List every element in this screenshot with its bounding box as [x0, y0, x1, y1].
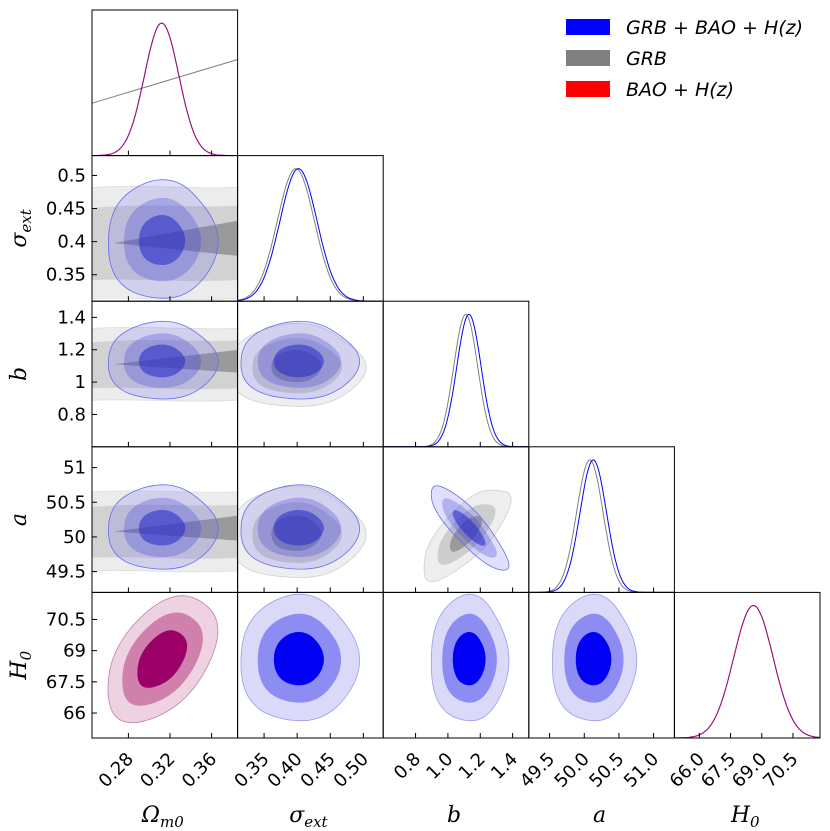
y-tick-label: 50.5: [46, 492, 86, 513]
x-tick-label: 0.28: [95, 749, 138, 792]
marginal-grb-a: [528, 459, 675, 593]
marginal-combined-Om: [92, 22, 238, 156]
y-axis-title: σext: [7, 208, 35, 247]
y-axis-title: H0: [7, 650, 35, 680]
y-tick-label: 69: [63, 641, 86, 662]
contour-1sigma-combined: [452, 510, 486, 546]
y-tick-label: 0.5: [57, 165, 86, 186]
x-tick-label: 0.36: [178, 749, 221, 792]
panel-frame: [673, 591, 821, 739]
contour-1sigma-combined: [138, 509, 186, 546]
y-tick-label: 51: [63, 458, 86, 479]
x-axis-title: a: [593, 803, 606, 828]
x-axis-title: b: [447, 803, 461, 828]
x-tick-label: 1.2: [455, 749, 490, 784]
y-tick-label: 1: [75, 372, 86, 393]
y-tick-label: 1.4: [57, 307, 86, 328]
panel-sig-sig: [237, 155, 384, 302]
x-tick-label: 50.0: [551, 749, 594, 792]
panel-sig-Om: 0.35 0.4 0.45 0.5 σext: [7, 155, 239, 302]
legend-swatch-grb-bao-hz: [566, 19, 610, 35]
x-axis-title: σext: [289, 803, 328, 831]
panel-a-sig: [237, 446, 384, 593]
legend-swatch-bao-hz: [566, 81, 610, 97]
x-axis-title-sub: 0: [750, 813, 760, 831]
y-tick-label: 66: [63, 703, 86, 724]
x-axis-title: Ωm0: [141, 803, 184, 831]
panel-frame: [237, 155, 384, 302]
panel-a-b: [382, 446, 530, 593]
y-axis-title-sub: 0: [17, 650, 35, 660]
x-tick-label: 0.50: [330, 749, 373, 792]
panel-Om-Om: [91, 9, 239, 157]
legend-label-grb: GRB: [626, 48, 667, 70]
x-tick-label: 0.40: [264, 749, 307, 792]
panel-frame: [528, 446, 675, 593]
contour-1sigma-combined: [273, 632, 324, 686]
y-tick-label: 0.8: [57, 404, 86, 425]
x-tick-label: 0.35: [230, 749, 273, 792]
y-tick-label: 0.4: [57, 232, 86, 253]
legend-label-grb-bao-hz: GRB + BAO + H(z): [626, 17, 803, 39]
y-tick-label: 0.35: [46, 265, 86, 286]
y-axis-title: b: [7, 367, 32, 381]
x-tick-label: 0.8: [390, 749, 425, 784]
y-tick-label: 49.5: [46, 562, 86, 583]
panels-layer: 0.350.40.450.5σext0.811.21.4b49.55050.55…: [7, 9, 821, 831]
panel-frame: [91, 9, 239, 157]
x-tick-label: 51.0: [620, 749, 663, 792]
legend: GRB + BAO + H(z) GRB BAO + H(z): [566, 17, 803, 101]
marginal-combined-H0: [674, 604, 821, 739]
panel-H0-Om: 66 67.5 69 70.5 H0 0.280.320.36 Ωm0: [7, 591, 239, 831]
y-tick-label: 50: [63, 527, 86, 548]
marginal-combined-sig: [237, 168, 384, 302]
x-axis-title-sub: ext: [304, 813, 328, 831]
legend-label-bao-hz: BAO + H(z): [626, 79, 734, 101]
y-axis-title-sub: ext: [17, 208, 35, 232]
panel-H0-b: 0.81.01.21.4b: [382, 591, 530, 828]
marginal-bao-hz-Om: [92, 22, 238, 156]
contour-1sigma-bao: [137, 630, 188, 688]
y-tick-label: 0.45: [46, 199, 86, 220]
x-tick-label: 49.5: [516, 749, 559, 792]
y-axis-title: a: [7, 513, 32, 526]
contour-1sigma-combined: [138, 215, 186, 265]
x-tick-label: 50.5: [585, 749, 628, 792]
y-tick-label: 1.2: [57, 340, 86, 361]
x-tick-label: 1.0: [422, 749, 457, 784]
legend-swatch-grb: [566, 50, 610, 66]
panel-a-a: [528, 446, 675, 593]
panel-H0-H0: 66.067.569.070.5H0: [666, 591, 821, 831]
contour-1sigma-combined: [273, 509, 324, 546]
panel-b-Om: 0.8 1 1.2 1.4 b: [7, 300, 239, 448]
x-tick-label: 70.5: [759, 749, 802, 792]
panel-a-Om: 49.5 50 50.5 51 a: [7, 446, 239, 593]
marginal-grb-sig: [237, 168, 384, 302]
panel-H0-a: 49.550.050.551.0 a: [516, 591, 675, 828]
marginal-combined-a: [528, 459, 675, 593]
contour-1sigma-combined: [452, 632, 486, 686]
marginal-grb-b: [383, 313, 529, 447]
panel-b-sig: [237, 300, 384, 448]
y-tick-label: 70.5: [46, 609, 86, 630]
panel-b-b: [382, 300, 530, 448]
x-axis-title-sub: m0: [160, 813, 184, 831]
x-tick-label: 0.32: [136, 749, 179, 792]
marginal-combined-b: [383, 313, 529, 447]
marginal-grb-Om: [91, 59, 238, 104]
contour-1sigma-combined: [575, 632, 612, 686]
x-tick-label: 0.45: [297, 749, 340, 792]
y-tick-label: 67.5: [46, 672, 86, 693]
contour-1sigma-combined: [273, 344, 324, 378]
marginal-bao-hz-H0: [674, 604, 821, 739]
x-axis-title: H0: [730, 803, 760, 831]
contour-1sigma-combined: [138, 344, 186, 378]
